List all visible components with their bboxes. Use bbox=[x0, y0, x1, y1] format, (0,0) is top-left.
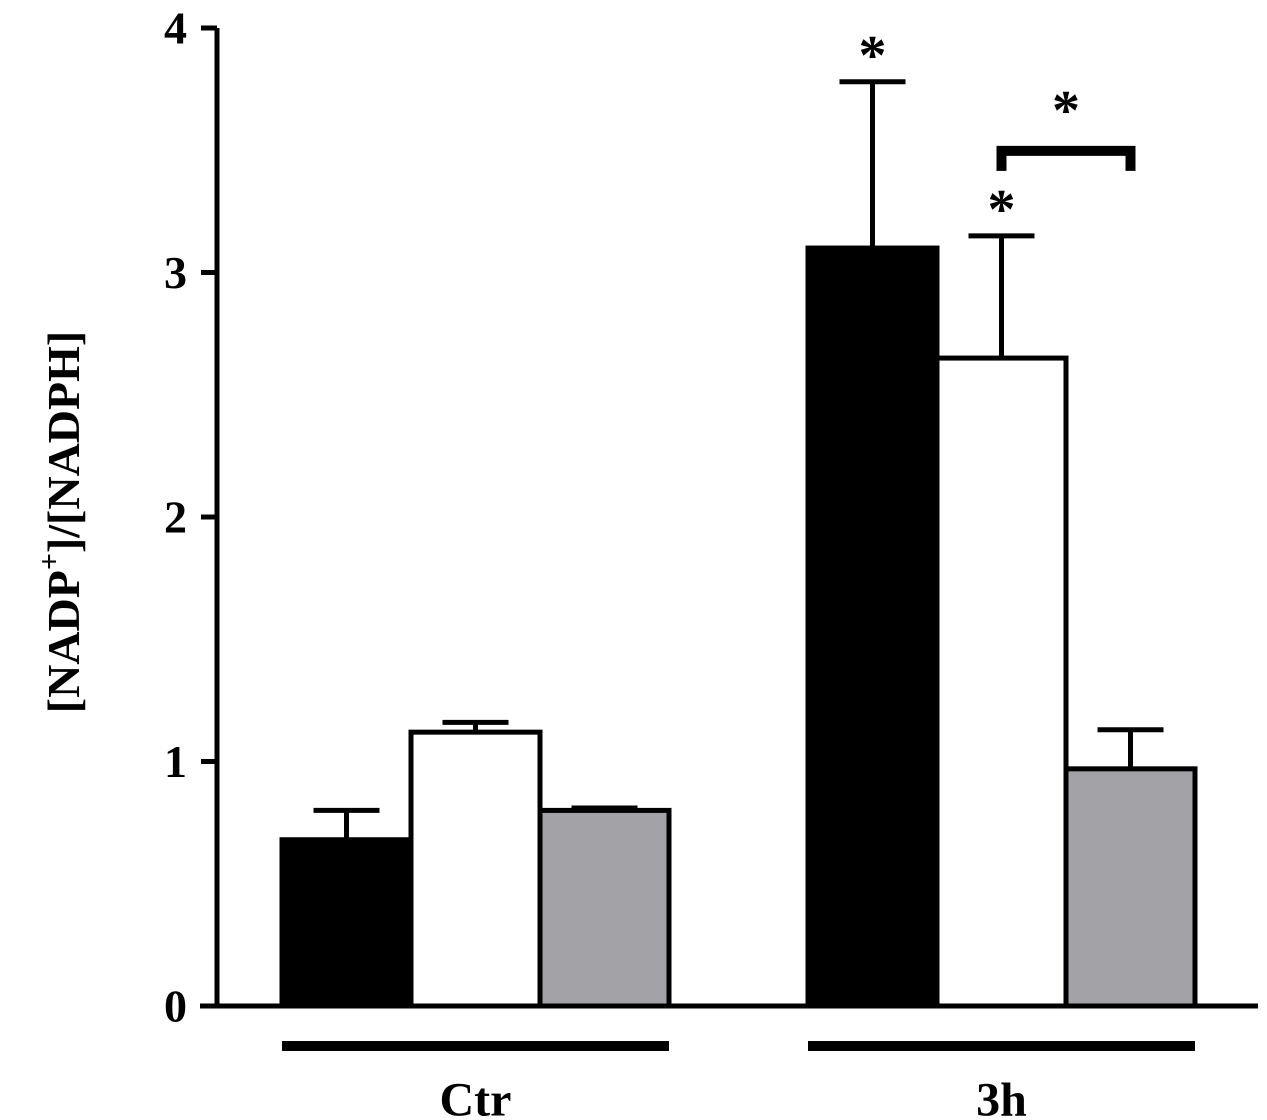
y-tick-label: 1 bbox=[164, 736, 187, 787]
annotations: * * * bbox=[859, 25, 1136, 241]
bar bbox=[408, 729, 543, 1009]
bar bbox=[1063, 766, 1198, 1009]
y-tick-label: 3 bbox=[164, 247, 187, 298]
y-tick-label: 4 bbox=[164, 3, 187, 54]
y-axis-title: [NADP+]/[NADPH] bbox=[33, 331, 89, 713]
y-tick-label: 0 bbox=[164, 981, 187, 1032]
bars bbox=[279, 79, 1198, 1009]
significance-bracket bbox=[996, 145, 1136, 171]
bar bbox=[805, 245, 940, 1009]
x-axis: Ctr 3h bbox=[200, 1003, 1258, 1120]
y-axis: 0 1 2 3 4 bbox=[164, 3, 220, 1032]
category-label: Ctr bbox=[440, 1074, 512, 1120]
category-label: 3h bbox=[976, 1074, 1027, 1120]
significance-star: * bbox=[988, 179, 1016, 241]
bar bbox=[279, 837, 414, 1009]
significance-star: * bbox=[859, 25, 887, 87]
y-tick-label: 2 bbox=[164, 492, 187, 543]
bar bbox=[537, 807, 672, 1009]
bar bbox=[934, 355, 1069, 1009]
significance-star: * bbox=[1052, 80, 1080, 142]
